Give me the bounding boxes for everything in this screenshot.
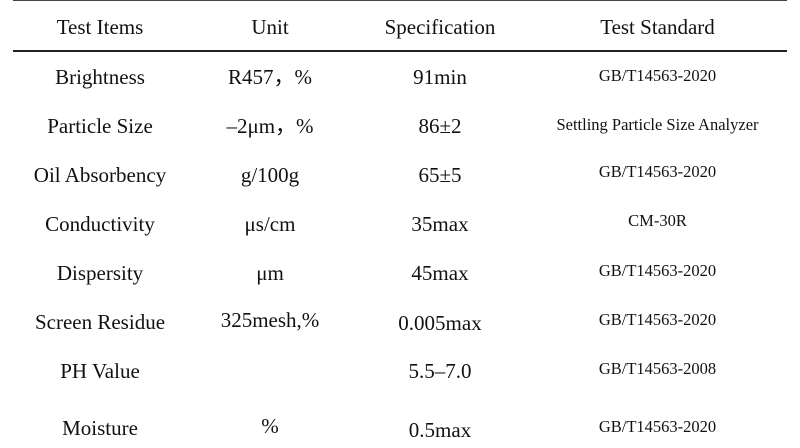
- header-rule: [13, 50, 787, 52]
- cell-unit: –2μm，%: [226, 114, 314, 138]
- cell-specification: 5.5–7.0: [408, 359, 472, 383]
- cell-test-item: Conductivity: [45, 212, 155, 236]
- header-test-standard: Test Standard: [600, 15, 715, 39]
- cell-specification: 91min: [413, 65, 467, 89]
- cell-specification: 86±2: [418, 114, 462, 138]
- cell-specification: 45max: [411, 261, 469, 285]
- cell-test-standard: GB/T14563-2020: [598, 417, 717, 436]
- cell-test-item: Oil Absorbency: [33, 163, 167, 187]
- cell-test-item: Moisture: [62, 416, 138, 440]
- cell-test-standard: Settling Particle Size Analyzer: [556, 115, 759, 134]
- header-specification: Specification: [384, 15, 496, 39]
- cell-test-item: PH Value: [60, 359, 140, 383]
- cell-test-standard: GB/T14563-2020: [598, 261, 717, 280]
- cell-specification: 0.5max: [408, 418, 472, 442]
- header-test-items: Test Items: [56, 15, 144, 39]
- cell-specification: 0.005max: [398, 311, 482, 335]
- cell-unit: μs/cm: [244, 212, 296, 236]
- cell-test-item: Brightness: [55, 65, 145, 89]
- cell-test-standard: CM-30R: [628, 211, 687, 230]
- cell-unit: g/100g: [240, 163, 300, 187]
- cell-test-standard: GB/T14563-2020: [598, 310, 717, 329]
- cell-test-standard: GB/T14563-2008: [598, 359, 717, 378]
- header-unit: Unit: [251, 15, 289, 39]
- cell-test-item: Particle Size: [47, 114, 153, 138]
- table-top-rule: [13, 0, 787, 1]
- cell-unit: μm: [256, 261, 284, 285]
- cell-unit: R457，%: [228, 65, 312, 89]
- cell-unit: 325mesh,%: [220, 308, 320, 332]
- cell-specification: 65±5: [418, 163, 462, 187]
- cell-unit: %: [261, 414, 279, 438]
- cell-test-standard: GB/T14563-2020: [598, 66, 717, 85]
- cell-specification: 35max: [411, 212, 469, 236]
- cell-test-item: Dispersity: [56, 261, 144, 285]
- cell-test-standard: GB/T14563-2020: [598, 162, 717, 181]
- cell-test-item: Screen Residue: [34, 310, 166, 334]
